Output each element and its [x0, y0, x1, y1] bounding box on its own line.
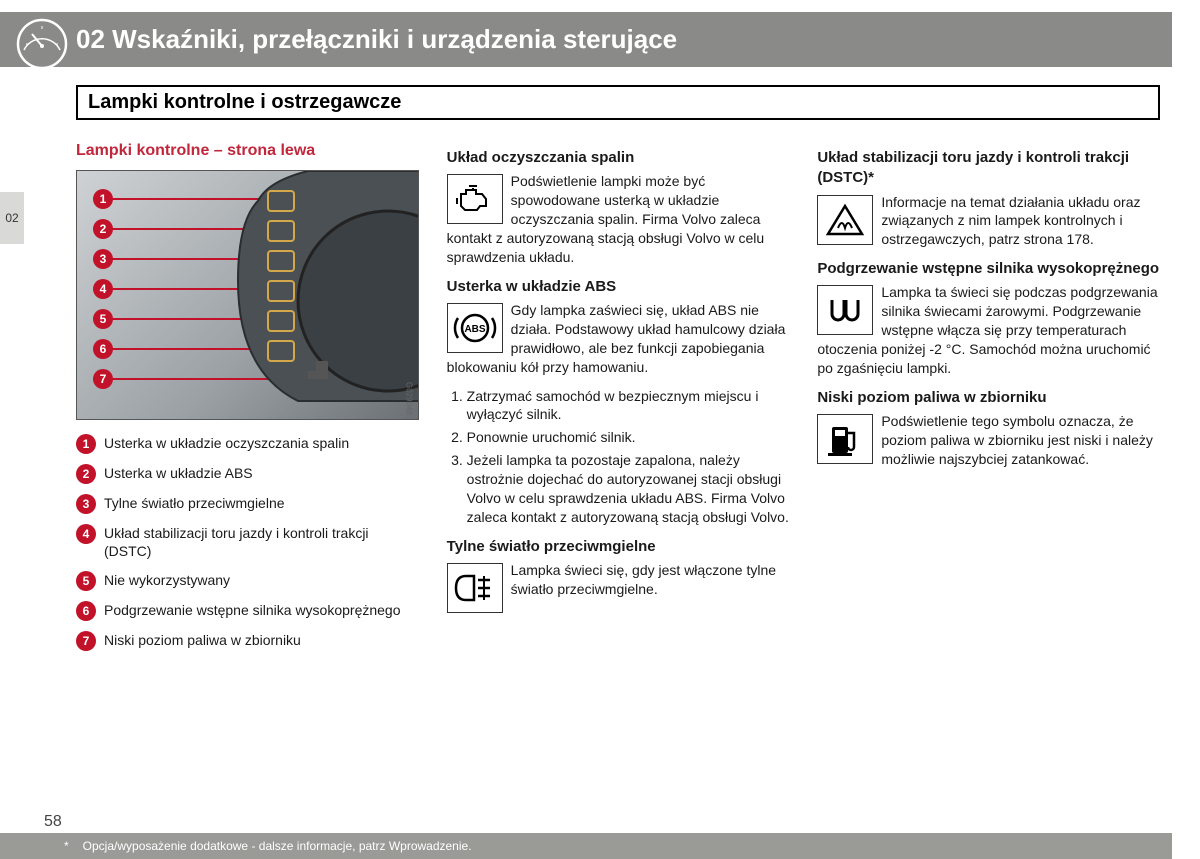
footnote-text: Opcja/wyposażenie dodatkowe - dalsze inf…	[83, 839, 472, 853]
content-area: Lampki kontrolne – strona lewa 1 2 3 4 5…	[0, 120, 1200, 661]
callout-5: 5	[93, 309, 113, 329]
image-reference: G029048	[403, 382, 414, 415]
legend-num: 2	[76, 464, 96, 484]
legend-num: 5	[76, 571, 96, 591]
subheading: Podgrzewanie wstępne silnika wysokoprężn…	[817, 259, 1160, 279]
glow-plug-icon	[817, 285, 873, 335]
icon-paragraph: Podświetlenie tego symbolu oznacza, że p…	[817, 412, 1160, 469]
column-middle: Układ oczyszczania spalin Podświetlenie …	[447, 140, 790, 661]
icon-paragraph: Lampka świeci się, gdy jest włączone tyl…	[447, 561, 790, 615]
legend-item: 2 Usterka w układzie ABS	[76, 464, 419, 484]
subheading: Usterka w układzie ABS	[447, 277, 790, 297]
svg-text:ABS: ABS	[464, 324, 485, 335]
callout-7: 7	[93, 369, 113, 389]
subheading: Niski poziom paliwa w zbiorniku	[817, 388, 1160, 408]
dstc-icon	[817, 195, 873, 245]
legend-text: Usterka w układzie oczyszczania spalin	[104, 434, 349, 453]
fuel-icon	[817, 414, 873, 464]
list-item: Jeżeli lampka ta pozostaje zapalona, nal…	[467, 451, 790, 527]
page-number: 58	[44, 813, 62, 831]
para-text: Podświetlenie tego symbolu oznacza, że p…	[881, 413, 1153, 467]
rear-fog-icon	[447, 563, 503, 613]
subheading: Układ stabilizacji toru jazdy i kontroli…	[817, 148, 1160, 189]
legend-text: Tylne światło przeciwmgielne	[104, 494, 285, 513]
legend-text: Usterka w układzie ABS	[104, 464, 253, 483]
legend-num: 3	[76, 494, 96, 514]
callout-3: 3	[93, 249, 113, 269]
para-text: Lampka świeci się, gdy jest włączone tyl…	[511, 562, 776, 597]
icon-paragraph: Podświetlenie lampki może być spowodowan…	[447, 172, 790, 266]
section-title: Lampki kontrolne i ostrzegawcze	[76, 85, 1160, 120]
callout-1: 1	[93, 189, 113, 209]
callout-4: 4	[93, 279, 113, 299]
side-tab: 02	[0, 192, 24, 244]
list-item: Ponownie uruchomić silnik.	[467, 428, 790, 447]
icon-paragraph: ABS Gdy lampka zaświeci się, układ ABS n…	[447, 301, 790, 377]
column-right: Układ stabilizacji toru jazdy i kontroli…	[817, 140, 1160, 661]
legend-text: Nie wykorzystywany	[104, 571, 230, 590]
column-left: Lampki kontrolne – strona lewa 1 2 3 4 5…	[76, 140, 419, 661]
legend-item: 1 Usterka w układzie oczyszczania spalin	[76, 434, 419, 454]
chapter-header: 02 Wskaźniki, przełączniki i urządzenia …	[0, 12, 1172, 67]
legend-text: Niski poziom paliwa w zbiorniku	[104, 631, 301, 650]
legend-item: 3 Tylne światło przeciwmgielne	[76, 494, 419, 514]
para-text: Informacje na temat działania układu ora…	[881, 194, 1140, 248]
legend-item: 7 Niski poziom paliwa w zbiorniku	[76, 631, 419, 651]
list-item: Zatrzymać samochód w bezpiecznym miejscu…	[467, 387, 790, 425]
abs-icon: ABS	[447, 303, 503, 353]
footer-bar: 00 * Opcja/wyposażenie dodatkowe - dalsz…	[0, 833, 1172, 859]
legend-item: 5 Nie wykorzystywany	[76, 571, 419, 591]
gauge-icon	[14, 16, 70, 72]
legend-num: 6	[76, 601, 96, 621]
legend-num: 7	[76, 631, 96, 651]
instrument-cluster-icon	[208, 171, 419, 420]
callout-6: 6	[93, 339, 113, 359]
steps-list: Zatrzymać samochód w bezpiecznym miejscu…	[467, 387, 790, 527]
legend-num: 1	[76, 434, 96, 454]
left-heading: Lampki kontrolne – strona lewa	[76, 140, 419, 162]
subheading: Układ oczyszczania spalin	[447, 148, 790, 168]
icon-paragraph: Informacje na temat działania układu ora…	[817, 193, 1160, 250]
legend-item: 6 Podgrzewanie wstępne silnika wysokopręż…	[76, 601, 419, 621]
subheading: Tylne światło przeciwmgielne	[447, 537, 790, 557]
legend-text: Podgrzewanie wstępne silnika wysokoprężn…	[104, 601, 401, 620]
callout-2: 2	[93, 219, 113, 239]
legend-text: Układ stabilizacji toru jazdy i kontroli…	[104, 524, 419, 562]
legend-num: 4	[76, 524, 96, 544]
legend-item: 4 Układ stabilizacji toru jazdy i kontrol…	[76, 524, 419, 562]
engine-icon	[447, 174, 503, 224]
dashboard-diagram: 1 2 3 4 5 6 7	[76, 170, 419, 420]
icon-paragraph: Lampka ta świeci się podczas podgrzewani…	[817, 283, 1160, 377]
footnote-asterisk: *	[64, 839, 69, 853]
chapter-title: 02 Wskaźniki, przełączniki i urządzenia …	[76, 24, 677, 54]
